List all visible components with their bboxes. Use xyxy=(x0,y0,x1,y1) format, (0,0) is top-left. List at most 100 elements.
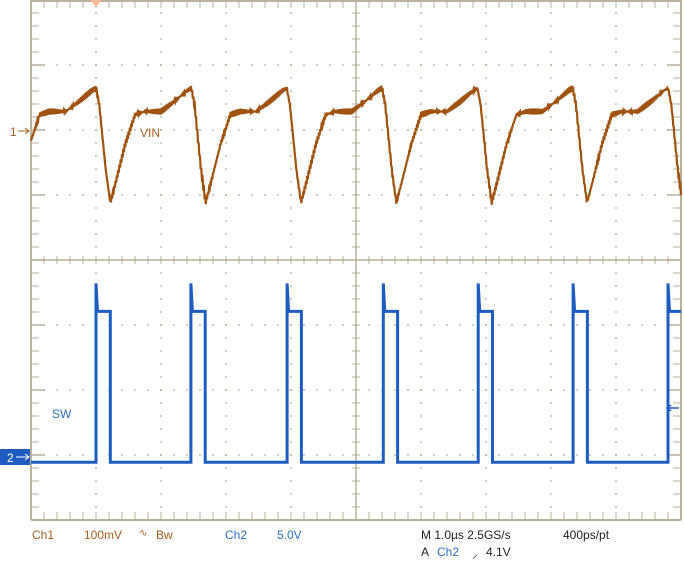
grid-dot xyxy=(290,25,292,27)
grid-dot xyxy=(225,181,227,183)
grid-dot xyxy=(654,64,656,66)
grid-dot xyxy=(511,324,513,326)
grid-dot xyxy=(303,324,305,326)
grid-dot xyxy=(160,480,162,482)
grid-dot xyxy=(485,220,487,222)
grid-dot xyxy=(95,38,97,40)
grid-dot xyxy=(485,454,487,456)
grid-dot xyxy=(420,467,422,469)
grid-dot xyxy=(368,129,370,131)
grid-dot xyxy=(550,493,552,495)
grid-dot xyxy=(628,389,630,391)
grid-dot xyxy=(199,389,201,391)
grid-dot xyxy=(173,64,175,66)
grid-dot xyxy=(485,428,487,430)
grid-dot xyxy=(537,64,539,66)
grid-dot xyxy=(550,220,552,222)
grid-dot xyxy=(550,441,552,443)
grid-dot xyxy=(420,90,422,92)
grid-dot xyxy=(615,428,617,430)
grid-dot xyxy=(251,194,253,196)
grid-dot xyxy=(147,324,149,326)
grid-dot xyxy=(485,207,487,209)
grid-dot xyxy=(407,454,409,456)
grid-dot xyxy=(160,337,162,339)
grid-dot xyxy=(95,246,97,248)
grid-dot xyxy=(277,389,279,391)
grid-dot xyxy=(199,324,201,326)
grid-dot xyxy=(160,428,162,430)
grid-dot xyxy=(485,142,487,144)
grid-dot xyxy=(277,324,279,326)
grid-dot xyxy=(654,454,656,456)
grid-dot xyxy=(290,454,292,456)
grid-dot xyxy=(134,129,136,131)
grid-dot xyxy=(290,142,292,144)
trigger-prefix: A xyxy=(421,545,430,559)
grid-dot xyxy=(225,12,227,14)
grid-dot xyxy=(225,415,227,417)
grid-dot xyxy=(641,64,643,66)
grid-dot xyxy=(134,194,136,196)
grid-dot xyxy=(160,454,162,456)
grid-dot xyxy=(654,129,656,131)
grid-dot xyxy=(82,454,84,456)
grid-dot xyxy=(225,480,227,482)
grid-dot xyxy=(615,298,617,300)
grid-dot xyxy=(459,454,461,456)
grid-dot xyxy=(615,389,617,391)
grid-dot xyxy=(225,324,227,326)
grid-dot xyxy=(69,389,71,391)
grid-dot xyxy=(290,272,292,274)
grid-dot xyxy=(121,194,123,196)
grid-dot xyxy=(160,285,162,287)
grid-dot xyxy=(225,233,227,235)
grid-dot xyxy=(420,480,422,482)
grid-dot xyxy=(225,389,227,391)
grid-dot xyxy=(147,129,149,131)
grid-dot xyxy=(212,64,214,66)
grid-dot xyxy=(160,116,162,118)
grid-dot xyxy=(576,129,578,131)
grid-dot xyxy=(498,454,500,456)
grid-dot xyxy=(615,454,617,456)
grid-dot xyxy=(550,428,552,430)
graticule xyxy=(30,0,682,521)
grid-dot xyxy=(277,194,279,196)
grid-dot xyxy=(485,38,487,40)
grid-dot xyxy=(56,324,58,326)
grid-dot xyxy=(160,25,162,27)
grid-dot xyxy=(160,389,162,391)
grid-dot xyxy=(147,454,149,456)
grid-dot xyxy=(95,77,97,79)
grid-dot xyxy=(485,194,487,196)
grid-dot xyxy=(225,194,227,196)
grid-dot xyxy=(420,207,422,209)
grid-dot xyxy=(316,64,318,66)
grid-dot xyxy=(290,181,292,183)
grid-dot xyxy=(160,376,162,378)
coupling-icon: ∿ xyxy=(139,528,148,539)
grid-dot xyxy=(420,441,422,443)
grid-dot xyxy=(524,454,526,456)
ch2-sw-trace xyxy=(31,283,681,464)
grid-dot xyxy=(381,194,383,196)
grid-dot xyxy=(615,233,617,235)
grid-dot xyxy=(615,51,617,53)
ch1-scale: 100mV xyxy=(84,528,123,542)
grid-dot xyxy=(394,454,396,456)
grid-dot xyxy=(485,415,487,417)
grid-dot xyxy=(550,129,552,131)
grid-dot xyxy=(225,454,227,456)
grid-dot xyxy=(420,350,422,352)
grid-dot xyxy=(160,181,162,183)
grid-dot xyxy=(160,506,162,508)
grid-dot xyxy=(615,25,617,27)
grid-dot xyxy=(316,129,318,131)
grid-dot xyxy=(615,402,617,404)
grid-dot xyxy=(472,454,474,456)
grid-dot xyxy=(550,298,552,300)
grid-dot xyxy=(212,324,214,326)
grid-dot xyxy=(173,389,175,391)
